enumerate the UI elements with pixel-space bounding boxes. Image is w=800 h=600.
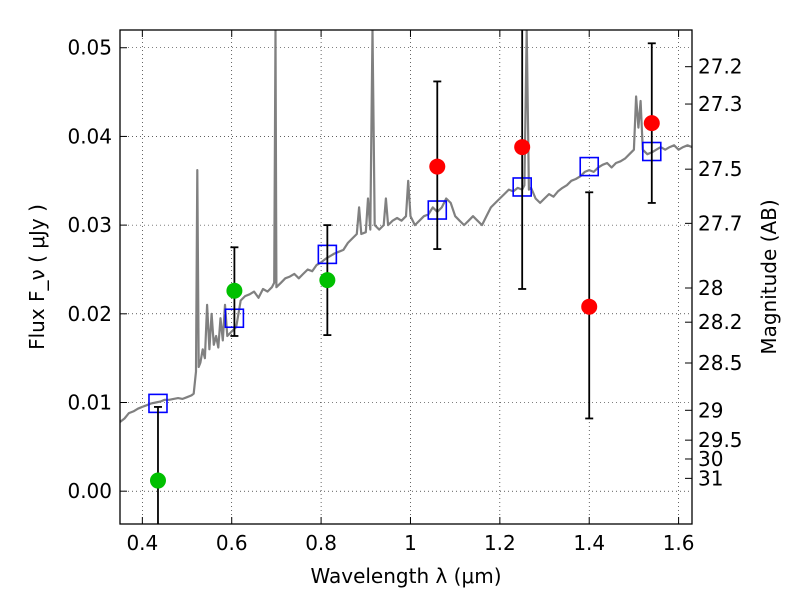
magnitude-tick-label: 31 <box>698 466 723 490</box>
magnitude-tick-label: 27.3 <box>698 92 743 116</box>
x-tick-label: 1.4 <box>573 531 605 555</box>
photometry-point <box>514 139 531 156</box>
plot-frame <box>119 29 693 525</box>
x-tick-label: 0.4 <box>126 531 158 555</box>
x-tick-label: 1.2 <box>484 531 516 555</box>
spectrum-line <box>120 30 692 423</box>
model-photometry-square <box>579 156 600 177</box>
photometry-point <box>643 115 660 132</box>
y-axis-label-right: Magnitude (AB) <box>757 199 781 354</box>
y-tick-label: 0.05 <box>67 36 112 60</box>
photometry-point <box>581 298 598 315</box>
y-axis-label-left: Flux F_ν ( μJy ) <box>25 204 49 350</box>
magnitude-tick-label: 27.5 <box>698 157 743 181</box>
x-tick-label: 1.6 <box>663 531 695 555</box>
grid <box>120 30 692 524</box>
photometry-point <box>429 158 446 175</box>
magnitude-tick-label: 28.5 <box>698 351 743 375</box>
y-tick-label: 0.01 <box>67 390 112 414</box>
y-tick-label: 0.04 <box>67 124 112 148</box>
x-tick-label: 1 <box>404 531 417 555</box>
photometry-point <box>149 472 166 489</box>
x-tick-label: 0.6 <box>216 531 248 555</box>
magnitude-tick-label: 27.2 <box>698 55 743 79</box>
magnitude-tick-label: 29 <box>698 398 723 422</box>
y-tick-label: 0.00 <box>67 479 112 503</box>
magnitude-tick-label: 30 <box>698 447 723 471</box>
photometry-point <box>319 272 336 289</box>
photometry-point <box>226 282 243 299</box>
magnitude-tick-label: 29.5 <box>698 428 743 452</box>
tick-labels: 0.4 0.6 0.8 1 1.2 1.4 1.6 0.00 0.01 0.02 0.03 0.04 0… <box>67 36 742 555</box>
y-tick-label: 0.03 <box>67 213 112 237</box>
magnitude-tick-label: 28 <box>698 276 723 300</box>
magnitude-tick-label: 27.7 <box>698 211 743 235</box>
x-tick-label: 0.8 <box>305 531 337 555</box>
ticks <box>120 30 692 524</box>
plot-background <box>120 30 692 524</box>
y-tick-label: 0.02 <box>67 302 112 326</box>
x-axis-label: Wavelength λ (μm) <box>310 564 501 588</box>
plot-area <box>120 30 692 524</box>
magnitude-tick-label: 28.2 <box>698 310 743 334</box>
